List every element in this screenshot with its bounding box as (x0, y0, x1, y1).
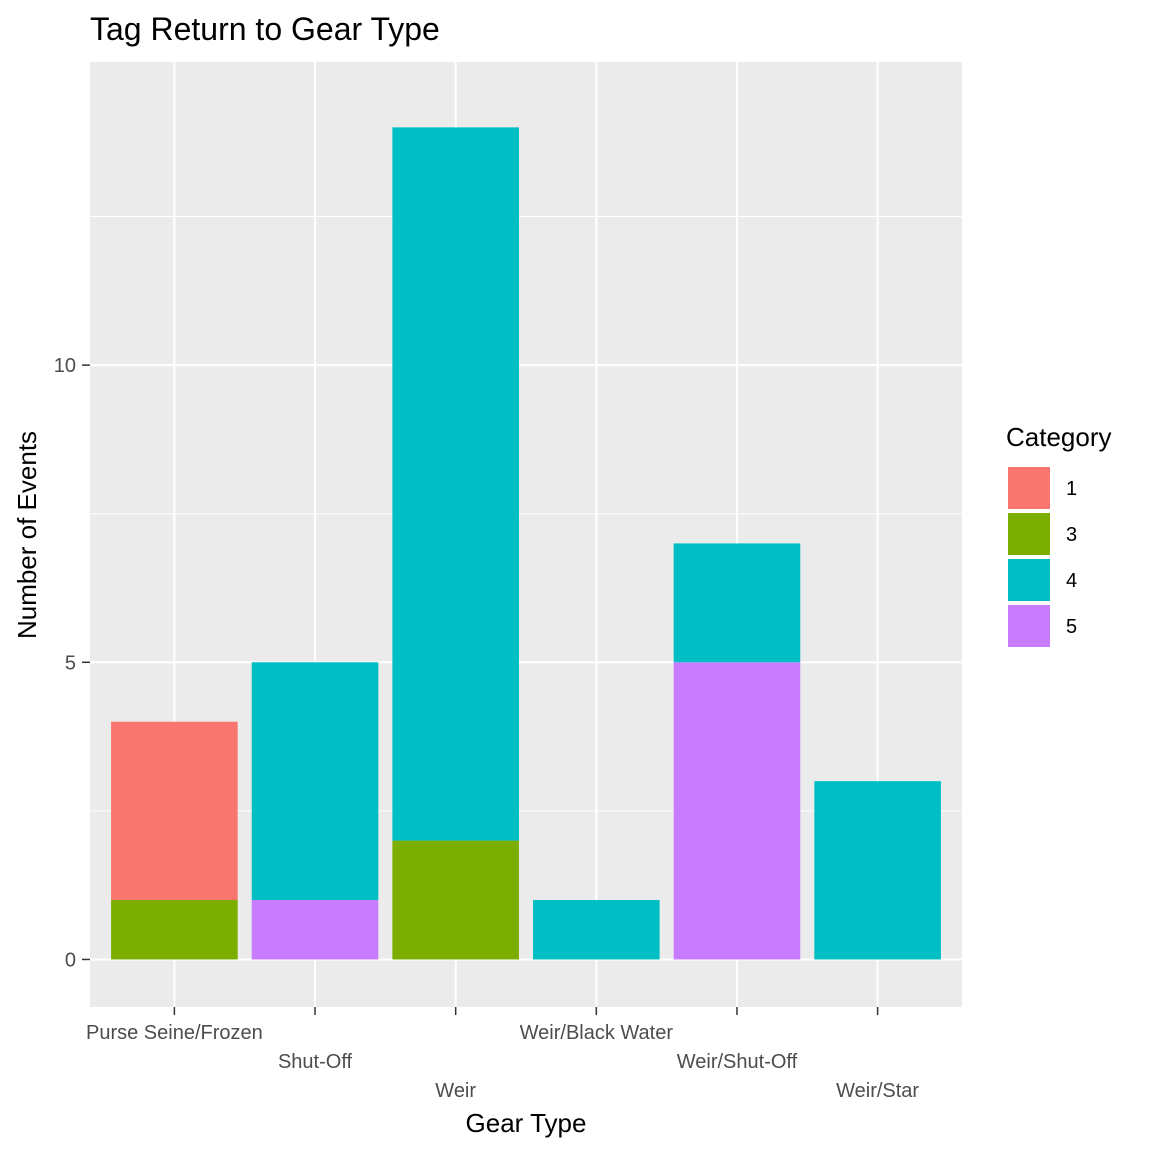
x-axis-title: Gear Type (466, 1108, 587, 1138)
bar-segment (252, 900, 379, 959)
bar-segment (252, 662, 379, 900)
x-tick-label: Weir (435, 1080, 476, 1102)
bar-segment (111, 900, 238, 959)
legend-label: 5 (1066, 616, 1077, 638)
y-axis-title: Number of Events (12, 431, 42, 639)
legend-key-swatch (1008, 467, 1050, 509)
legend-key-swatch (1008, 605, 1050, 647)
bar-segment (814, 781, 941, 959)
x-tick-label: Purse Seine/Frozen (86, 1022, 263, 1044)
x-tick-label: Weir/Star (836, 1080, 919, 1102)
x-tick-label: Shut-Off (278, 1051, 353, 1073)
x-axis: Purse Seine/Frozen Shut-Off Weir Weir/Black… (86, 1007, 919, 1102)
y-tick-label: 5 (65, 652, 76, 674)
legend-label: 1 (1066, 478, 1077, 500)
y-tick-label: 10 (54, 355, 76, 377)
legend-key-swatch (1008, 559, 1050, 601)
bar-segment (392, 127, 519, 840)
bar-segment (674, 662, 801, 959)
y-tick-label: 0 (65, 949, 76, 971)
legend-label: 4 (1066, 570, 1077, 592)
legend: 1 3 4 5 (1006, 465, 1077, 649)
chart-title: Tag Return to Gear Type (90, 11, 440, 47)
bar-segment (533, 900, 660, 959)
x-tick-label: Weir/Shut-Off (677, 1051, 798, 1073)
x-tick-label: Weir/Black Water (520, 1022, 674, 1044)
legend-key-swatch (1008, 513, 1050, 555)
legend-title: Category (1006, 422, 1112, 452)
bar-segment (674, 543, 801, 662)
bar-segment (111, 722, 238, 900)
legend-label: 3 (1066, 524, 1077, 546)
y-axis: 0 5 10 (54, 355, 90, 971)
bar-segment (392, 841, 519, 960)
